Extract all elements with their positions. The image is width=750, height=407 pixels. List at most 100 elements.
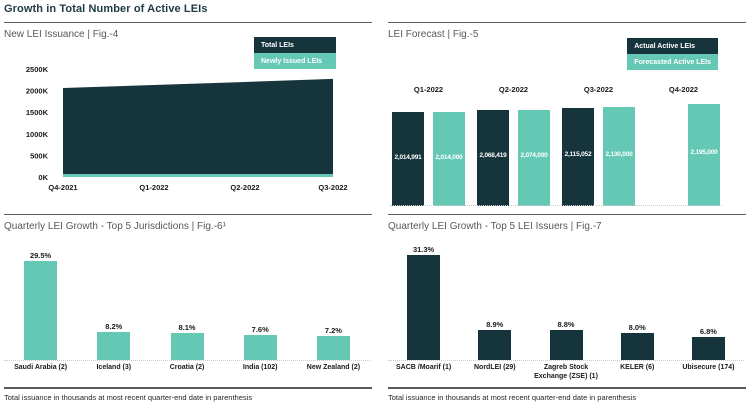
bar-cell: 7.2% bbox=[297, 326, 370, 360]
value-bar bbox=[691, 337, 725, 360]
category-label: Croatia (2) bbox=[169, 364, 205, 371]
axis-tick-label: 1000K bbox=[26, 130, 49, 139]
axis-tick-label: Q4-2021 bbox=[48, 183, 77, 192]
value-bar bbox=[549, 330, 583, 360]
value-bar bbox=[170, 332, 204, 360]
category-label: KELER (6) bbox=[620, 364, 655, 371]
bars-row: 29.5% 8.2% 8.1% 7.6% 7.2% bbox=[4, 243, 370, 361]
bar-slot: 2,014,000 bbox=[433, 103, 465, 206]
quarter-group: Q1-2022 2,014,991 2,014,000 bbox=[390, 85, 467, 206]
column-left: New LEI Issuance | Fig.-4 Total LEIs Newl… bbox=[4, 0, 372, 402]
quarter-group: Q4-2022 2,195,000 bbox=[645, 85, 722, 206]
bar-cell: 7.6% bbox=[224, 324, 297, 360]
axis-tick-label: Q2-2022 bbox=[230, 183, 259, 192]
category-label: Ubisecure (174) bbox=[682, 364, 735, 371]
divider-footer-left bbox=[4, 387, 372, 389]
fig7-title: Quarterly LEI Growth - Top 5 LEI Issuers… bbox=[388, 221, 602, 232]
category-label: NordLEI (29) bbox=[473, 364, 516, 371]
bar-slot bbox=[647, 103, 679, 206]
axis-tick-label: Q3-2022 bbox=[318, 183, 347, 192]
category-labels-row: Saudi Arabia (2) Iceland (3) Croatia (2) In… bbox=[4, 364, 370, 373]
panel-fig6: Quarterly LEI Growth - Top 5 Jurisdictio… bbox=[4, 215, 372, 387]
bar-value-label: 2,014,991 bbox=[394, 153, 422, 161]
quarter-label: Q2-2022 bbox=[498, 85, 529, 94]
bar-cell: 31.3% bbox=[388, 245, 459, 360]
quarter-label: Q1-2022 bbox=[413, 85, 444, 94]
category-label: SACB /Moarif (1) bbox=[395, 364, 452, 371]
value-bar bbox=[478, 330, 512, 360]
bar-slot: 2,068,419 bbox=[477, 103, 509, 206]
bar-cell: 8.0% bbox=[602, 323, 673, 360]
axis-tick-label: 2500K bbox=[26, 65, 49, 74]
bar-value-label: 2,068,419 bbox=[479, 152, 507, 160]
divider-footer-right bbox=[388, 387, 746, 389]
percent-label: 8.0% bbox=[628, 323, 646, 333]
fig4-title: New LEI Issuance | Fig.-4 bbox=[4, 29, 119, 40]
bar-slot: 2,074,000 bbox=[518, 103, 550, 206]
forecast-bar: 2,195,000 bbox=[688, 104, 720, 206]
fig7-bar-chart: 31.3% 8.9% 8.8% 8.0% 6.8% SACB /Moarif (1) Nor… bbox=[388, 243, 744, 382]
total-leis-area bbox=[63, 78, 333, 177]
bar-cell: 8.9% bbox=[459, 320, 530, 360]
bar-slot: 2,130,000 bbox=[603, 103, 635, 206]
bar-value-label: 2,115,052 bbox=[564, 150, 592, 158]
fig4-legend: Total LEIs Newly Issued LEIs bbox=[254, 37, 336, 69]
panel-fig4: New LEI Issuance | Fig.-4 Total LEIs Newl… bbox=[4, 23, 372, 214]
fig4-area-chart: 0K 500K 1000K 1500K 2000K 2500K Q4-2021 Q1-2022… bbox=[4, 59, 354, 209]
bar-pair: 2,115,052 2,130,000 bbox=[560, 103, 637, 206]
actual-bar: 2,014,991 bbox=[392, 112, 424, 206]
quarter-label: Q3-2022 bbox=[583, 85, 614, 94]
category-labels-row: SACB /Moarif (1) NordLEI (29) Zagreb Stock… bbox=[388, 364, 744, 382]
forecast-bar: 2,130,000 bbox=[603, 107, 635, 206]
category-label: Saudi Arabia (2) bbox=[14, 364, 68, 371]
fig5-title: LEI Forecast | Fig.-5 bbox=[388, 29, 479, 40]
value-bar bbox=[620, 333, 654, 360]
percent-label: 6.8% bbox=[699, 327, 717, 337]
percent-label: 7.2% bbox=[324, 325, 342, 335]
axis-tick-label: 1500K bbox=[26, 108, 49, 117]
axis-tick-label: Q1-2022 bbox=[139, 183, 168, 192]
category-label: India (102) bbox=[242, 364, 278, 371]
forecast-bar: 2,014,000 bbox=[433, 112, 465, 206]
bar-cell: 8.1% bbox=[150, 323, 223, 360]
value-bar bbox=[316, 335, 350, 360]
quarter-label: Q4-2022 bbox=[668, 85, 699, 94]
bar-slot: 2,195,000 bbox=[688, 103, 720, 206]
axis-tick-label: 0K bbox=[38, 173, 48, 182]
fig6-title: Quarterly LEI Growth - Top 5 Jurisdictio… bbox=[4, 221, 226, 232]
bar-pair: 2,014,991 2,014,000 bbox=[390, 103, 467, 206]
category-label: New Zealand (2) bbox=[306, 364, 361, 371]
value-bar bbox=[24, 260, 58, 360]
bar-slot: 2,115,052 bbox=[562, 103, 594, 206]
bar-value-label: 2,195,000 bbox=[690, 148, 718, 156]
value-bar bbox=[243, 334, 277, 360]
value-bar bbox=[407, 254, 441, 360]
bar-pair: 2,068,419 2,074,000 bbox=[475, 103, 552, 206]
quarter-group: Q3-2022 2,115,052 2,130,000 bbox=[560, 85, 637, 206]
axis-tick-label: 500K bbox=[30, 151, 49, 160]
axis-baseline bbox=[390, 205, 722, 206]
percent-label: 8.1% bbox=[178, 322, 196, 332]
newly-issued-leis-area bbox=[63, 173, 333, 177]
fig5-grouped-bar-chart: Q1-2022 2,014,991 2,014,000 Q2-2022 2,068,41… bbox=[390, 85, 722, 206]
bar-value-label: 2,130,000 bbox=[605, 150, 633, 158]
bar-cell: 8.2% bbox=[77, 322, 150, 360]
panel-fig7: Quarterly LEI Growth - Top 5 LEI Issuers… bbox=[388, 215, 746, 387]
bar-cell: 8.8% bbox=[530, 320, 601, 360]
column-right: LEI Forecast | Fig.-5 Actual Active LEIs… bbox=[388, 0, 746, 402]
bar-pair: 2,195,000 bbox=[645, 103, 722, 206]
footnote-left: Total issuance in thousands at most rece… bbox=[4, 393, 253, 402]
forecast-bar: 2,074,000 bbox=[518, 109, 550, 206]
category-label: Iceland (3) bbox=[96, 364, 132, 371]
percent-label: 8.2% bbox=[105, 322, 123, 332]
bar-value-label: 2,014,000 bbox=[435, 153, 463, 161]
legend-item: Total LEIs bbox=[254, 37, 336, 53]
bar-cell: 29.5% bbox=[4, 251, 77, 360]
divider-top-right bbox=[388, 22, 746, 23]
category-label: Zagreb Stock Exchange (ZSE) (1) bbox=[534, 364, 598, 380]
percent-label: 7.6% bbox=[251, 324, 269, 334]
divider-mid-right bbox=[388, 214, 746, 215]
fig5-legend: Actual Active LEIs Forecasted Active LEIs bbox=[627, 38, 718, 70]
divider-top-left bbox=[4, 22, 372, 23]
